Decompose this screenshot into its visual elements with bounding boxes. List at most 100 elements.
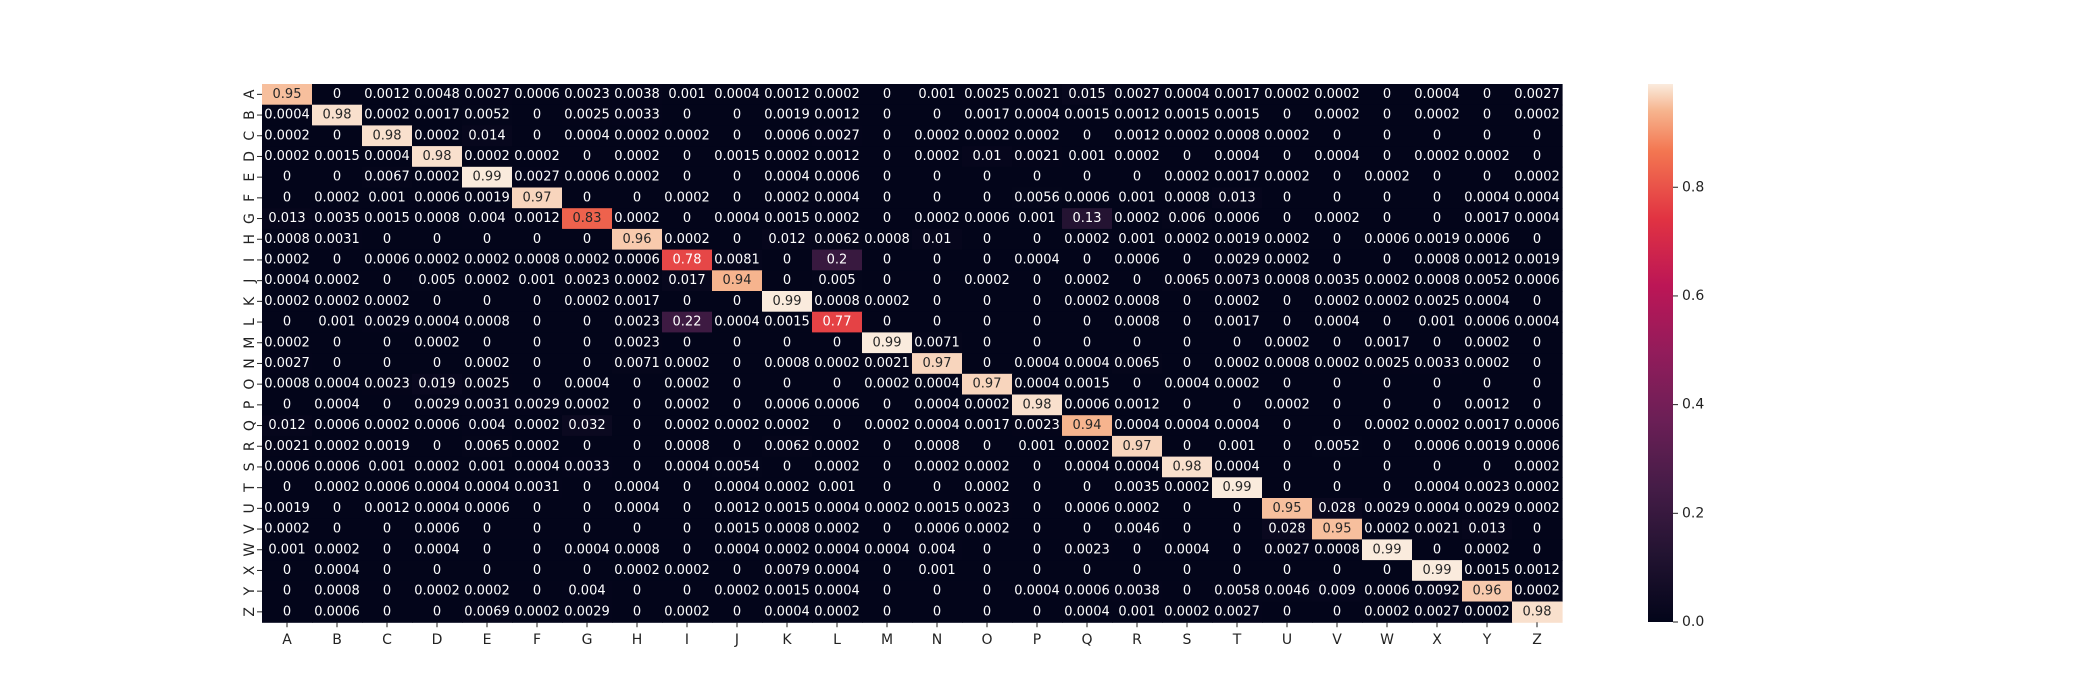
cell-value-label: 0.0002 (914, 128, 960, 143)
heatmap-cell-Z-R (1112, 601, 1163, 623)
cell-value-label: 0.0004 (314, 563, 360, 578)
cell-value-label: 0.0006 (1464, 315, 1510, 330)
cell-value-label: 0 (1283, 377, 1291, 392)
heatmap-cell-P-K (762, 394, 813, 416)
heatmap-cell-K-S (1162, 291, 1213, 313)
cell-value-label: 0.0002 (1164, 170, 1210, 185)
heatmap-cell-D-Y (1462, 146, 1513, 168)
heatmap-cell-Q-G (562, 415, 613, 437)
cell-value-label: 0.0002 (1164, 604, 1210, 619)
cell-value-label: 0 (1083, 252, 1091, 267)
cell-value-label: 0 (283, 604, 291, 619)
heatmap-cell-O-W (1362, 373, 1413, 396)
heatmap-cell-A-A (262, 84, 313, 106)
heatmap-cell-M-C (362, 332, 413, 354)
cell-value-label: 0 (783, 252, 791, 267)
heatmap-cell-S-J (712, 456, 763, 478)
heatmap-cell-Y-N (912, 580, 963, 603)
cell-value-label: 0 (1183, 439, 1191, 454)
cell-value-label: 0.0002 (964, 480, 1010, 495)
cell-value-label: 0.0002 (814, 459, 860, 474)
cell-value-label: 0 (783, 335, 791, 350)
heatmap-cell-V-R (1112, 518, 1163, 540)
heatmap-cell-G-X (1412, 208, 1463, 230)
cell-value-label: 0.0002 (614, 273, 660, 288)
cell-value-label: 0.0006 (514, 87, 560, 102)
cell-value-label: 0.99 (473, 170, 502, 185)
heatmap-cell-M-S (1162, 332, 1213, 354)
cell-value-label: 0.0004 (814, 501, 860, 516)
cell-value-label: 0.0002 (764, 149, 810, 164)
cell-value-label: 0 (583, 356, 591, 371)
y-tick-label: C (242, 131, 258, 141)
heatmap-cell-R-P (1012, 435, 1063, 458)
cell-value-label: 0.0019 (364, 439, 410, 454)
heatmap-cell-N-I (662, 353, 713, 375)
heatmap-cell-N-A (262, 353, 313, 375)
cell-value-label: 0.0002 (264, 335, 310, 350)
heatmap-cell-Y-R (1112, 580, 1163, 603)
y-tick-label: M (242, 337, 258, 349)
cell-value-label: 0 (883, 397, 891, 412)
heatmap-cell-A-S (1162, 84, 1213, 106)
heatmap-cell-D-V (1312, 146, 1363, 168)
cell-value-label: 0.0004 (714, 87, 760, 102)
heatmap-cell-N-Z (1512, 353, 1563, 375)
heatmap-cell-T-J (712, 477, 763, 499)
cell-value-label: 0.0002 (1214, 356, 1260, 371)
heatmap-cell-V-N (912, 518, 963, 540)
cell-value-label: 0.0002 (814, 87, 860, 102)
cell-value-label: 0.0017 (1214, 170, 1260, 185)
cell-value-label: 0.0004 (1514, 211, 1560, 226)
cell-value-label: 0 (983, 563, 991, 578)
cell-value-label: 0.0023 (614, 335, 660, 350)
heatmap-cell-K-C (362, 291, 413, 313)
cell-value-label: 0 (1483, 170, 1491, 185)
cell-value-label: 0.001 (668, 87, 705, 102)
heatmap-cell-C-H (612, 125, 663, 147)
cell-value-label: 0.0002 (1364, 294, 1410, 309)
heatmap-cell-N-R (1112, 353, 1163, 375)
heatmap-cell-L-C (362, 311, 413, 333)
heatmap-cell-I-I (662, 249, 713, 271)
cell-value-label: 0 (333, 356, 341, 371)
cell-value-label: 0 (933, 480, 941, 495)
cell-value-label: 0 (1033, 294, 1041, 309)
heatmap-cell-F-R (1112, 187, 1163, 209)
heatmap-cell-D-C (362, 146, 413, 168)
cell-value-label: 0.0004 (1064, 356, 1110, 371)
heatmap-cell-Z-W (1362, 601, 1413, 623)
heatmap-cell-M-U (1262, 332, 1313, 354)
heatmap-cell-Z-Y (1462, 601, 1513, 623)
cell-value-label: 0.0006 (1364, 584, 1410, 599)
cell-value-label: 0 (1183, 563, 1191, 578)
heatmap-cell-V-A (262, 518, 313, 540)
cell-value-label: 0.0019 (764, 108, 810, 123)
cell-value-label: 0 (533, 522, 541, 537)
heatmap-cell-D-A (262, 146, 313, 168)
cell-value-label: 0 (433, 294, 441, 309)
heatmap-cell-O-T (1212, 373, 1263, 396)
cell-value-label: 0 (583, 335, 591, 350)
cell-value-label: 0 (483, 563, 491, 578)
cell-value-label: 0 (583, 190, 591, 205)
heatmap-cell-F-A (262, 187, 313, 209)
cell-value-label: 0.0002 (564, 397, 610, 412)
heatmap-cell-N-S (1162, 353, 1213, 375)
cell-value-label: 0.0012 (1114, 128, 1160, 143)
cell-value-label: 0.0002 (364, 418, 410, 433)
cell-value-label: 0.0002 (664, 356, 710, 371)
heatmap-cell-C-D (412, 125, 463, 147)
cell-value-label: 0.0004 (1014, 108, 1060, 123)
cell-value-label: 0.0019 (1464, 439, 1510, 454)
heatmap-cell-J-Q (1062, 270, 1113, 292)
cell-value-label: 0.0023 (614, 315, 660, 330)
cell-value-label: 0.0004 (1414, 501, 1460, 516)
cell-value-label: 0.0006 (1464, 232, 1510, 247)
cell-value-label: 0.0002 (264, 252, 310, 267)
heatmap-cell-L-K (762, 311, 813, 333)
cell-value-label: 0 (1283, 294, 1291, 309)
heatmap-cell-I-X (1412, 249, 1463, 271)
heatmap-cell-O-E (462, 373, 513, 396)
cell-value-label: 0.0004 (914, 397, 960, 412)
